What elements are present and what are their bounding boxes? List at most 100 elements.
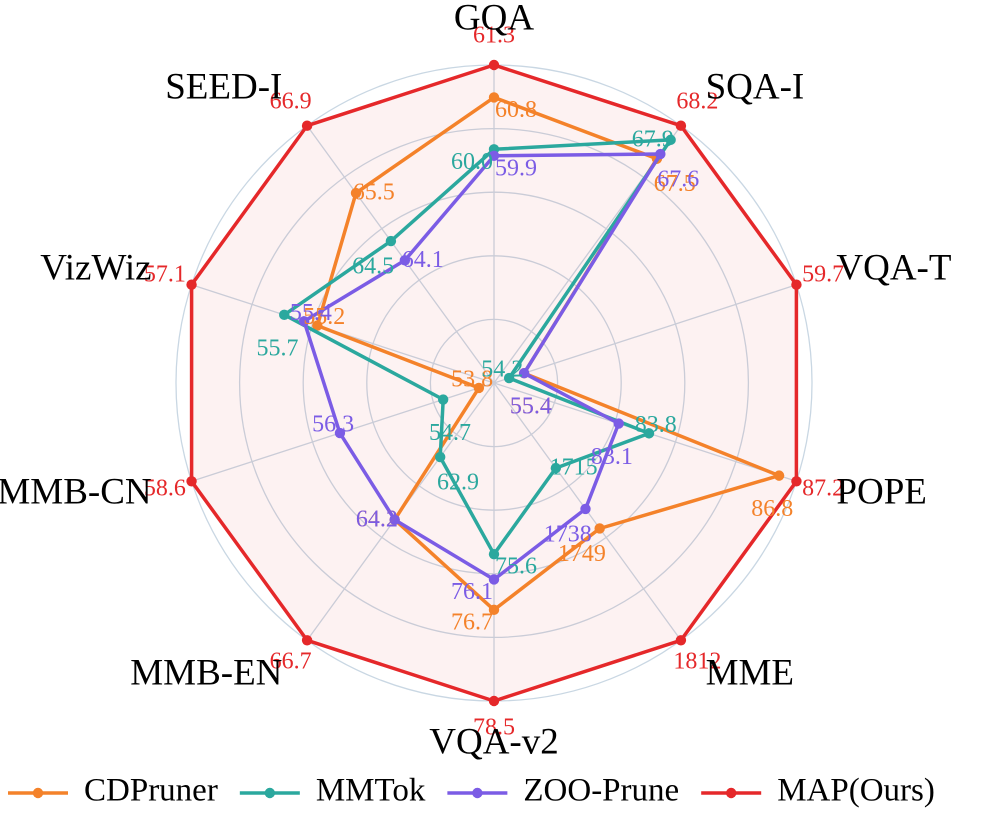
axis-labels: GQA SQA-I VQA-T POPE MME VQA-v2 MMB-EN MMB-CN Vi… bbox=[0, 0, 951, 762]
map-fill-area bbox=[191, 65, 797, 701]
value-label-mmtok-mme: 1715 bbox=[550, 455, 598, 481]
legend-item-mmtok: MMTok bbox=[239, 773, 426, 809]
value-label-cdpruner-mme: 1749 bbox=[558, 541, 606, 567]
point-mmtok-seed-i bbox=[385, 235, 397, 247]
value-label-mmtok-vqa-v2: 75.6 bbox=[495, 554, 537, 580]
value-label-zoo-prune-vqa-t: 55.4 bbox=[510, 394, 552, 420]
value-label-mmtok-gqa: 60.0 bbox=[451, 149, 493, 175]
legend-marker-map-ours bbox=[725, 787, 737, 799]
series-zoo-prune bbox=[298, 148, 666, 585]
value-label-zoo-prune-gqa: 59.9 bbox=[495, 155, 537, 181]
point-cdpruner-vqa-v2 bbox=[488, 604, 500, 616]
point-cdpruner-gqa bbox=[488, 92, 500, 103]
point-map-ours-mmb-cn bbox=[186, 476, 197, 487]
point-zoo-prune-seed-i bbox=[399, 255, 411, 266]
value-label-zoo-prune-vizwiz: 55.4 bbox=[290, 300, 332, 326]
point-zoo-prune-vqa-v2 bbox=[488, 574, 500, 585]
value-label-cdpruner-mmb-cn: 53.8 bbox=[451, 367, 493, 393]
value-label-map-ours-pope: 87.2 bbox=[802, 475, 844, 501]
point-map-ours-vizwiz bbox=[186, 279, 197, 290]
legend-item-map-ours: MAP(Ours) bbox=[701, 773, 935, 809]
legend-item-zoo-prune: ZOO-Prune bbox=[447, 773, 679, 809]
grid-spoke-vqa-t bbox=[493, 284, 797, 384]
point-mmtok-mmb-en bbox=[434, 451, 446, 463]
value-label-cdpruner-sqa-i: 67.5 bbox=[654, 171, 696, 197]
point-map-ours-pope bbox=[791, 476, 802, 487]
series-lines bbox=[186, 59, 802, 707]
value-label-zoo-prune-mme: 1738 bbox=[544, 521, 592, 547]
point-mmtok-mmb-cn bbox=[437, 394, 449, 405]
axis-label-vqa-t: VQA-T bbox=[836, 248, 951, 289]
point-zoo-prune-gqa bbox=[488, 150, 500, 161]
axis-label-mmb-en: MMB-EN bbox=[130, 652, 282, 693]
point-map-ours-vqa-v2 bbox=[488, 695, 500, 707]
value-labels: 60.8 67.5 55.4 86.8 1749 76.7 64.2 53.8 55.2 65.5… bbox=[144, 23, 844, 741]
series-mmtok bbox=[279, 134, 676, 560]
point-zoo-prune-vqa-t bbox=[518, 368, 530, 379]
map-area-fill bbox=[191, 65, 797, 701]
value-label-map-ours-gqa: 61.3 bbox=[473, 23, 515, 49]
point-zoo-prune-vizwiz bbox=[298, 316, 310, 327]
value-label-zoo-prune-sqa-i: 67.6 bbox=[657, 167, 699, 193]
legend-item-cdpruner: CDPruner bbox=[8, 773, 218, 809]
value-label-map-ours-mmb-en: 66.7 bbox=[270, 648, 312, 674]
legend-label-zoo-prune: ZOO-Prune bbox=[523, 773, 679, 809]
value-label-zoo-prune-mmb-en: 64.2 bbox=[356, 506, 398, 532]
value-label-cdpruner-seed-i: 65.5 bbox=[353, 180, 395, 206]
point-map-ours-seed-i bbox=[301, 120, 313, 131]
value-label-zoo-prune-mmb-cn: 56.3 bbox=[312, 412, 354, 438]
value-label-mmtok-vqa-t: 54.2 bbox=[481, 357, 523, 383]
legend-label-mmtok: MMTok bbox=[316, 773, 426, 809]
value-label-zoo-prune-vqa-v2: 76.1 bbox=[451, 579, 493, 605]
value-label-map-ours-mme: 1812 bbox=[673, 648, 721, 674]
value-label-mmtok-mmb-cn: 54.7 bbox=[429, 420, 471, 446]
value-label-cdpruner-gqa: 60.8 bbox=[495, 97, 537, 123]
axis-label-gqa: GQA bbox=[454, 0, 534, 38]
point-cdpruner-vizwiz bbox=[312, 320, 323, 331]
axis-label-vqa-v2: VQA-v2 bbox=[429, 721, 558, 762]
legend-marker-mmtok bbox=[264, 787, 276, 799]
value-label-map-ours-sqa-i: 68.2 bbox=[676, 89, 718, 115]
point-cdpruner-pope bbox=[773, 470, 785, 481]
legend-label-map-ours: MAP(Ours) bbox=[777, 773, 935, 809]
point-map-ours-gqa bbox=[488, 59, 500, 71]
axis-label-sqa-i: SQA-I bbox=[706, 67, 805, 108]
axis-label-mme: MME bbox=[706, 652, 794, 693]
point-mmtok-vqa-v2 bbox=[488, 548, 500, 560]
point-mmtok-vizwiz bbox=[279, 309, 290, 321]
point-mmtok-sqa-i bbox=[665, 134, 676, 146]
point-mmtok-pope bbox=[643, 428, 655, 439]
point-cdpruner-seed-i bbox=[350, 187, 362, 199]
legend-marker-cdpruner bbox=[32, 787, 44, 799]
series-map-ours bbox=[186, 59, 802, 707]
point-zoo-prune-mme bbox=[580, 503, 591, 515]
axis-label-mmb-cn: MMB-CN bbox=[0, 471, 152, 512]
point-cdpruner-mme bbox=[594, 523, 605, 534]
legend-marker-zoo-prune bbox=[472, 787, 483, 799]
legend: CDPruner MMTok ZOO-Prune MAP(Ours) bbox=[8, 773, 935, 809]
value-label-mmtok-sqa-i: 67.9 bbox=[632, 126, 674, 152]
value-label-cdpruner-vqa-v2: 76.7 bbox=[451, 609, 493, 635]
point-zoo-prune-pope bbox=[613, 418, 624, 429]
value-label-map-ours-vqa-v2: 78.5 bbox=[473, 715, 515, 741]
value-label-mmtok-seed-i: 64.5 bbox=[352, 254, 394, 280]
grid-spoke-seed-i bbox=[306, 125, 495, 384]
value-label-zoo-prune-pope: 83.1 bbox=[591, 444, 633, 470]
value-label-cdpruner-vqa-t: 55.4 bbox=[510, 394, 552, 420]
value-label-zoo-prune-seed-i: 64.1 bbox=[402, 247, 444, 273]
point-map-ours-vqa-t bbox=[791, 279, 802, 290]
value-label-cdpruner-pope: 86.8 bbox=[751, 496, 793, 522]
axis-label-vizwiz: VizWiz bbox=[40, 248, 151, 289]
value-label-cdpruner-mmb-en: 64.2 bbox=[356, 506, 398, 532]
point-cdpruner-mmb-cn bbox=[473, 382, 485, 394]
point-map-ours-sqa-i bbox=[675, 120, 687, 131]
point-zoo-prune-mmb-en bbox=[389, 514, 400, 525]
axis-label-pope: POPE bbox=[836, 471, 926, 512]
point-mmtok-vqa-t bbox=[503, 372, 515, 384]
value-label-mmtok-vizwiz: 55.7 bbox=[257, 335, 299, 361]
value-label-map-ours-mmb-cn: 58.6 bbox=[144, 475, 186, 501]
point-zoo-prune-sqa-i bbox=[655, 148, 666, 160]
point-zoo-prune-mmb-cn bbox=[334, 427, 346, 439]
value-label-map-ours-vqa-t: 59.7 bbox=[802, 262, 844, 288]
